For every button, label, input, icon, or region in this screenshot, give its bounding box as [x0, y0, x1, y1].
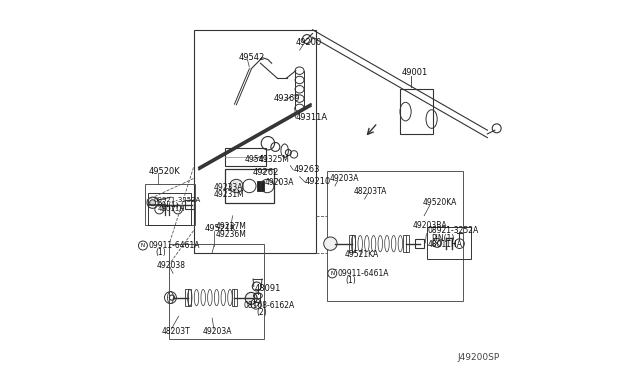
Text: 49203BA: 49203BA	[412, 221, 447, 230]
Bar	[415, 239, 424, 248]
Text: N: N	[330, 271, 334, 276]
Text: 49263: 49263	[293, 165, 320, 174]
Text: 49262: 49262	[252, 169, 278, 177]
Bar	[186, 200, 193, 209]
Text: 49203A: 49203A	[330, 174, 359, 183]
Text: 49542: 49542	[238, 53, 264, 62]
Text: (2): (2)	[256, 308, 267, 317]
Text: (1): (1)	[345, 276, 356, 285]
Circle shape	[150, 200, 156, 206]
Text: 49311A: 49311A	[296, 113, 328, 122]
Bar	[349, 235, 355, 252]
Bar	[186, 289, 191, 306]
Text: 49521KA: 49521KA	[344, 250, 378, 259]
Text: 49231M: 49231M	[214, 190, 244, 199]
Text: PIN(1): PIN(1)	[157, 201, 179, 208]
Bar	[232, 289, 237, 306]
Bar	[145, 184, 195, 225]
Text: PIN(1): PIN(1)	[431, 234, 455, 243]
Bar	[400, 89, 433, 134]
Text: 49237M: 49237M	[216, 222, 246, 231]
Text: 49001: 49001	[402, 68, 428, 77]
Bar	[148, 193, 191, 225]
Text: 08921-3252A: 08921-3252A	[154, 197, 201, 203]
Bar	[193, 30, 316, 253]
Circle shape	[230, 179, 243, 193]
Text: 49325M: 49325M	[259, 155, 290, 164]
Bar	[225, 169, 273, 203]
Text: 09911-6461A: 09911-6461A	[338, 269, 389, 278]
Text: (1): (1)	[156, 248, 166, 257]
Text: 48011H: 48011H	[157, 206, 185, 212]
Text: 49520K: 49520K	[148, 167, 180, 176]
Text: 49210: 49210	[305, 177, 332, 186]
Text: 49200: 49200	[296, 38, 322, 47]
Text: 48203T: 48203T	[161, 327, 190, 336]
Circle shape	[245, 292, 257, 304]
Text: J49200SP: J49200SP	[458, 353, 500, 362]
Text: 49520KA: 49520KA	[422, 198, 457, 207]
Text: 48203TA: 48203TA	[353, 187, 387, 196]
Text: 492038: 492038	[157, 262, 186, 270]
Text: 48011HA: 48011HA	[428, 240, 463, 249]
Text: 49203A: 49203A	[264, 178, 294, 187]
Text: 48091: 48091	[255, 284, 281, 293]
Text: 49236M: 49236M	[216, 230, 246, 239]
Bar	[254, 293, 260, 302]
Text: 49541: 49541	[245, 155, 269, 164]
Bar	[257, 181, 264, 191]
Bar	[225, 148, 266, 166]
Text: 49521K: 49521K	[205, 224, 236, 233]
Text: 09911-6461A: 09911-6461A	[148, 241, 200, 250]
Circle shape	[324, 237, 337, 250]
Text: 49369: 49369	[273, 94, 300, 103]
Bar	[427, 227, 472, 259]
Bar	[328, 171, 463, 301]
Text: 08921-3252A: 08921-3252A	[428, 226, 479, 235]
Text: 49233A: 49233A	[214, 183, 243, 192]
Text: 49203A: 49203A	[203, 327, 232, 336]
Bar	[170, 244, 264, 339]
Bar	[403, 235, 409, 252]
Text: 08168-6162A: 08168-6162A	[243, 301, 294, 310]
Text: N: N	[141, 243, 145, 248]
